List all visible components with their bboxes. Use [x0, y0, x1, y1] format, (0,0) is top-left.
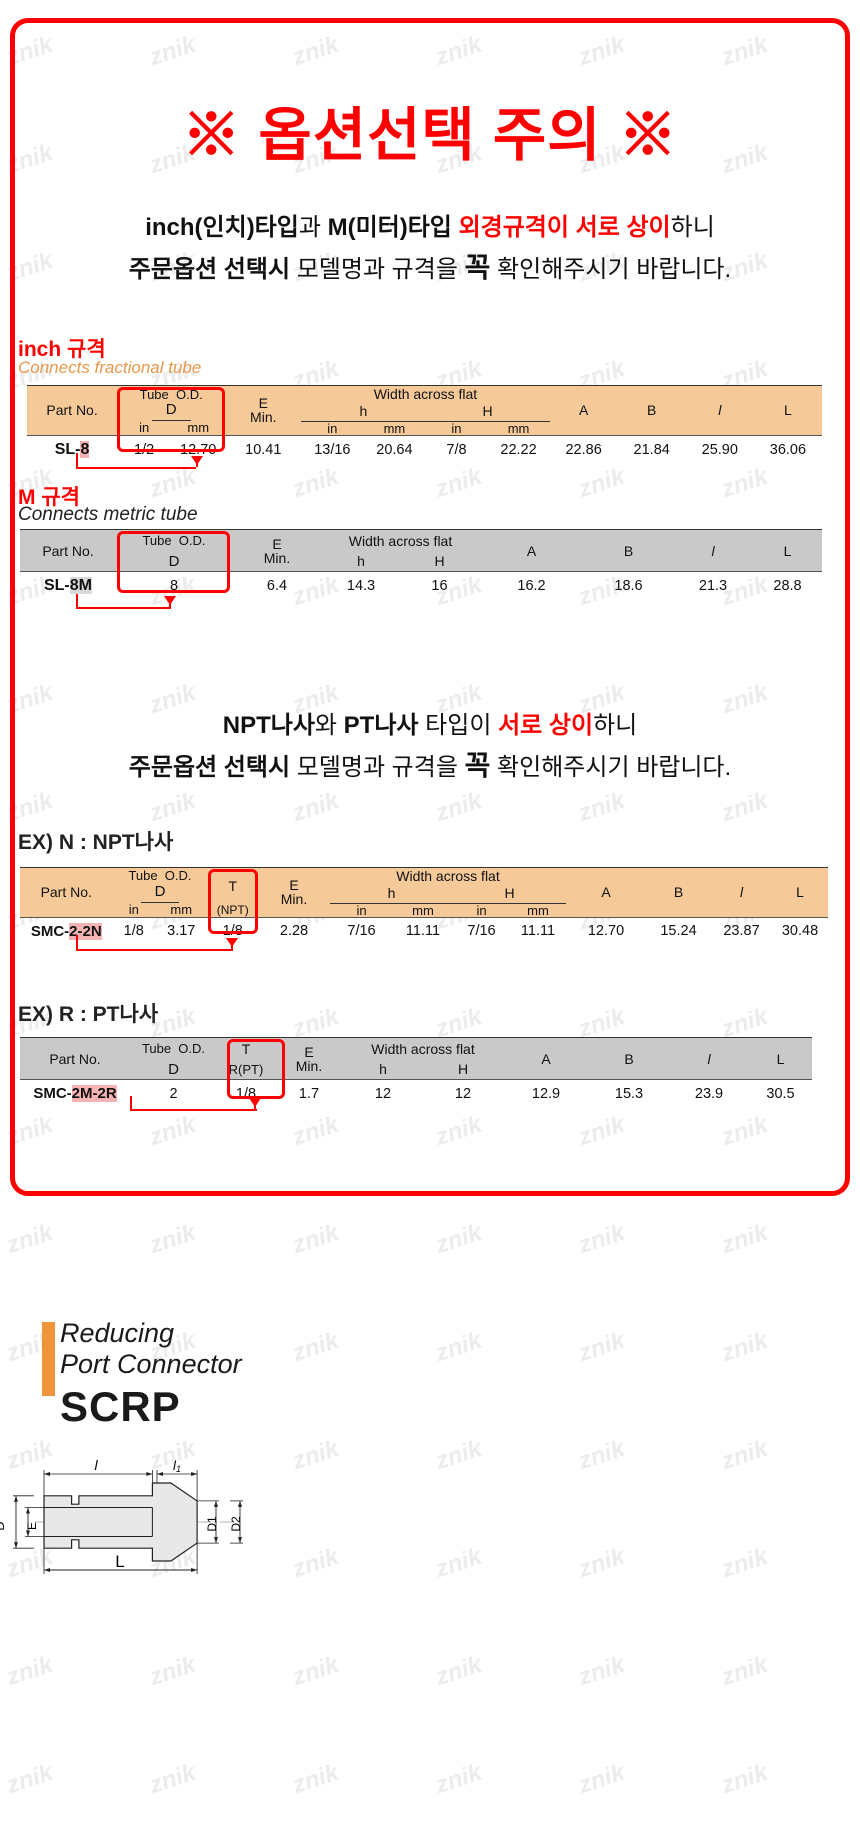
svg-text:D1: D1 — [205, 1516, 219, 1532]
svg-text:E: E — [25, 1522, 39, 1530]
svg-text:l: l — [94, 1457, 98, 1473]
svg-text:L: L — [115, 1552, 124, 1571]
svg-text:D: D — [0, 1521, 7, 1530]
svg-text:D2: D2 — [229, 1516, 243, 1532]
svg-text:l1: l1 — [173, 1458, 181, 1474]
